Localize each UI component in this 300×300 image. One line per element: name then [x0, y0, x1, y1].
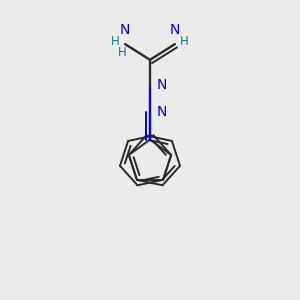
Text: H: H: [118, 46, 127, 59]
Text: N: N: [120, 23, 130, 37]
Text: N: N: [157, 104, 167, 118]
Text: H: H: [179, 35, 188, 48]
Text: N: N: [170, 23, 180, 37]
Text: H: H: [111, 35, 120, 48]
Text: N: N: [157, 78, 167, 92]
